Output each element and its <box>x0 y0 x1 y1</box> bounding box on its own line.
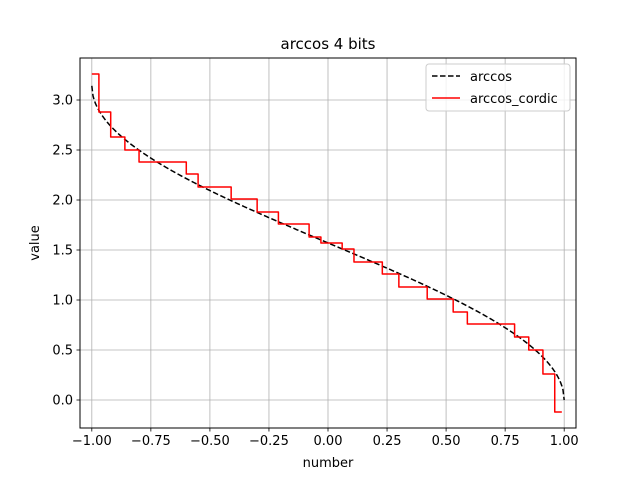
legend-box <box>425 63 571 112</box>
y-axis-label: value <box>28 225 43 261</box>
series-lines <box>91 73 565 413</box>
axis-ticks: −1.00 −0.75 −0.50 −0.25 0.00 0.25 0.50 0.75 1.00… <box>52 94 578 450</box>
x-tick-label: −0.25 <box>249 434 289 449</box>
y-tick-label: 0.0 <box>52 394 73 409</box>
grid-lines <box>80 58 576 428</box>
x-tick-label: −0.50 <box>190 434 230 449</box>
y-tick-label: 1.5 <box>52 244 73 259</box>
y-tick-label: 3.0 <box>52 94 73 109</box>
y-tick-label: 1.0 <box>52 294 73 309</box>
x-tick-label: 0.25 <box>373 434 402 449</box>
legend: arccos arccos_cordic <box>425 63 571 112</box>
y-tick-label: 2.0 <box>52 194 73 209</box>
legend-label-arccos: arccos <box>470 70 512 85</box>
x-tick-label: 1.00 <box>550 434 579 449</box>
series-line-arccos-cordic <box>91 73 562 413</box>
x-tick-label: −1.00 <box>72 434 112 449</box>
chart-title: arccos 4 bits <box>281 35 376 53</box>
legend-label-arccos-cordic: arccos_cordic <box>470 92 558 107</box>
series-line-arccos <box>91 85 565 401</box>
y-tick-label: 2.5 <box>52 144 73 159</box>
x-axis-label: number <box>303 456 354 471</box>
x-tick-label: −0.75 <box>131 434 171 449</box>
x-tick-label: 0.50 <box>432 434 461 449</box>
x-tick-label: 0.75 <box>491 434 520 449</box>
x-tick-label: 0.00 <box>314 434 343 449</box>
y-tick-label: 0.5 <box>52 344 73 359</box>
